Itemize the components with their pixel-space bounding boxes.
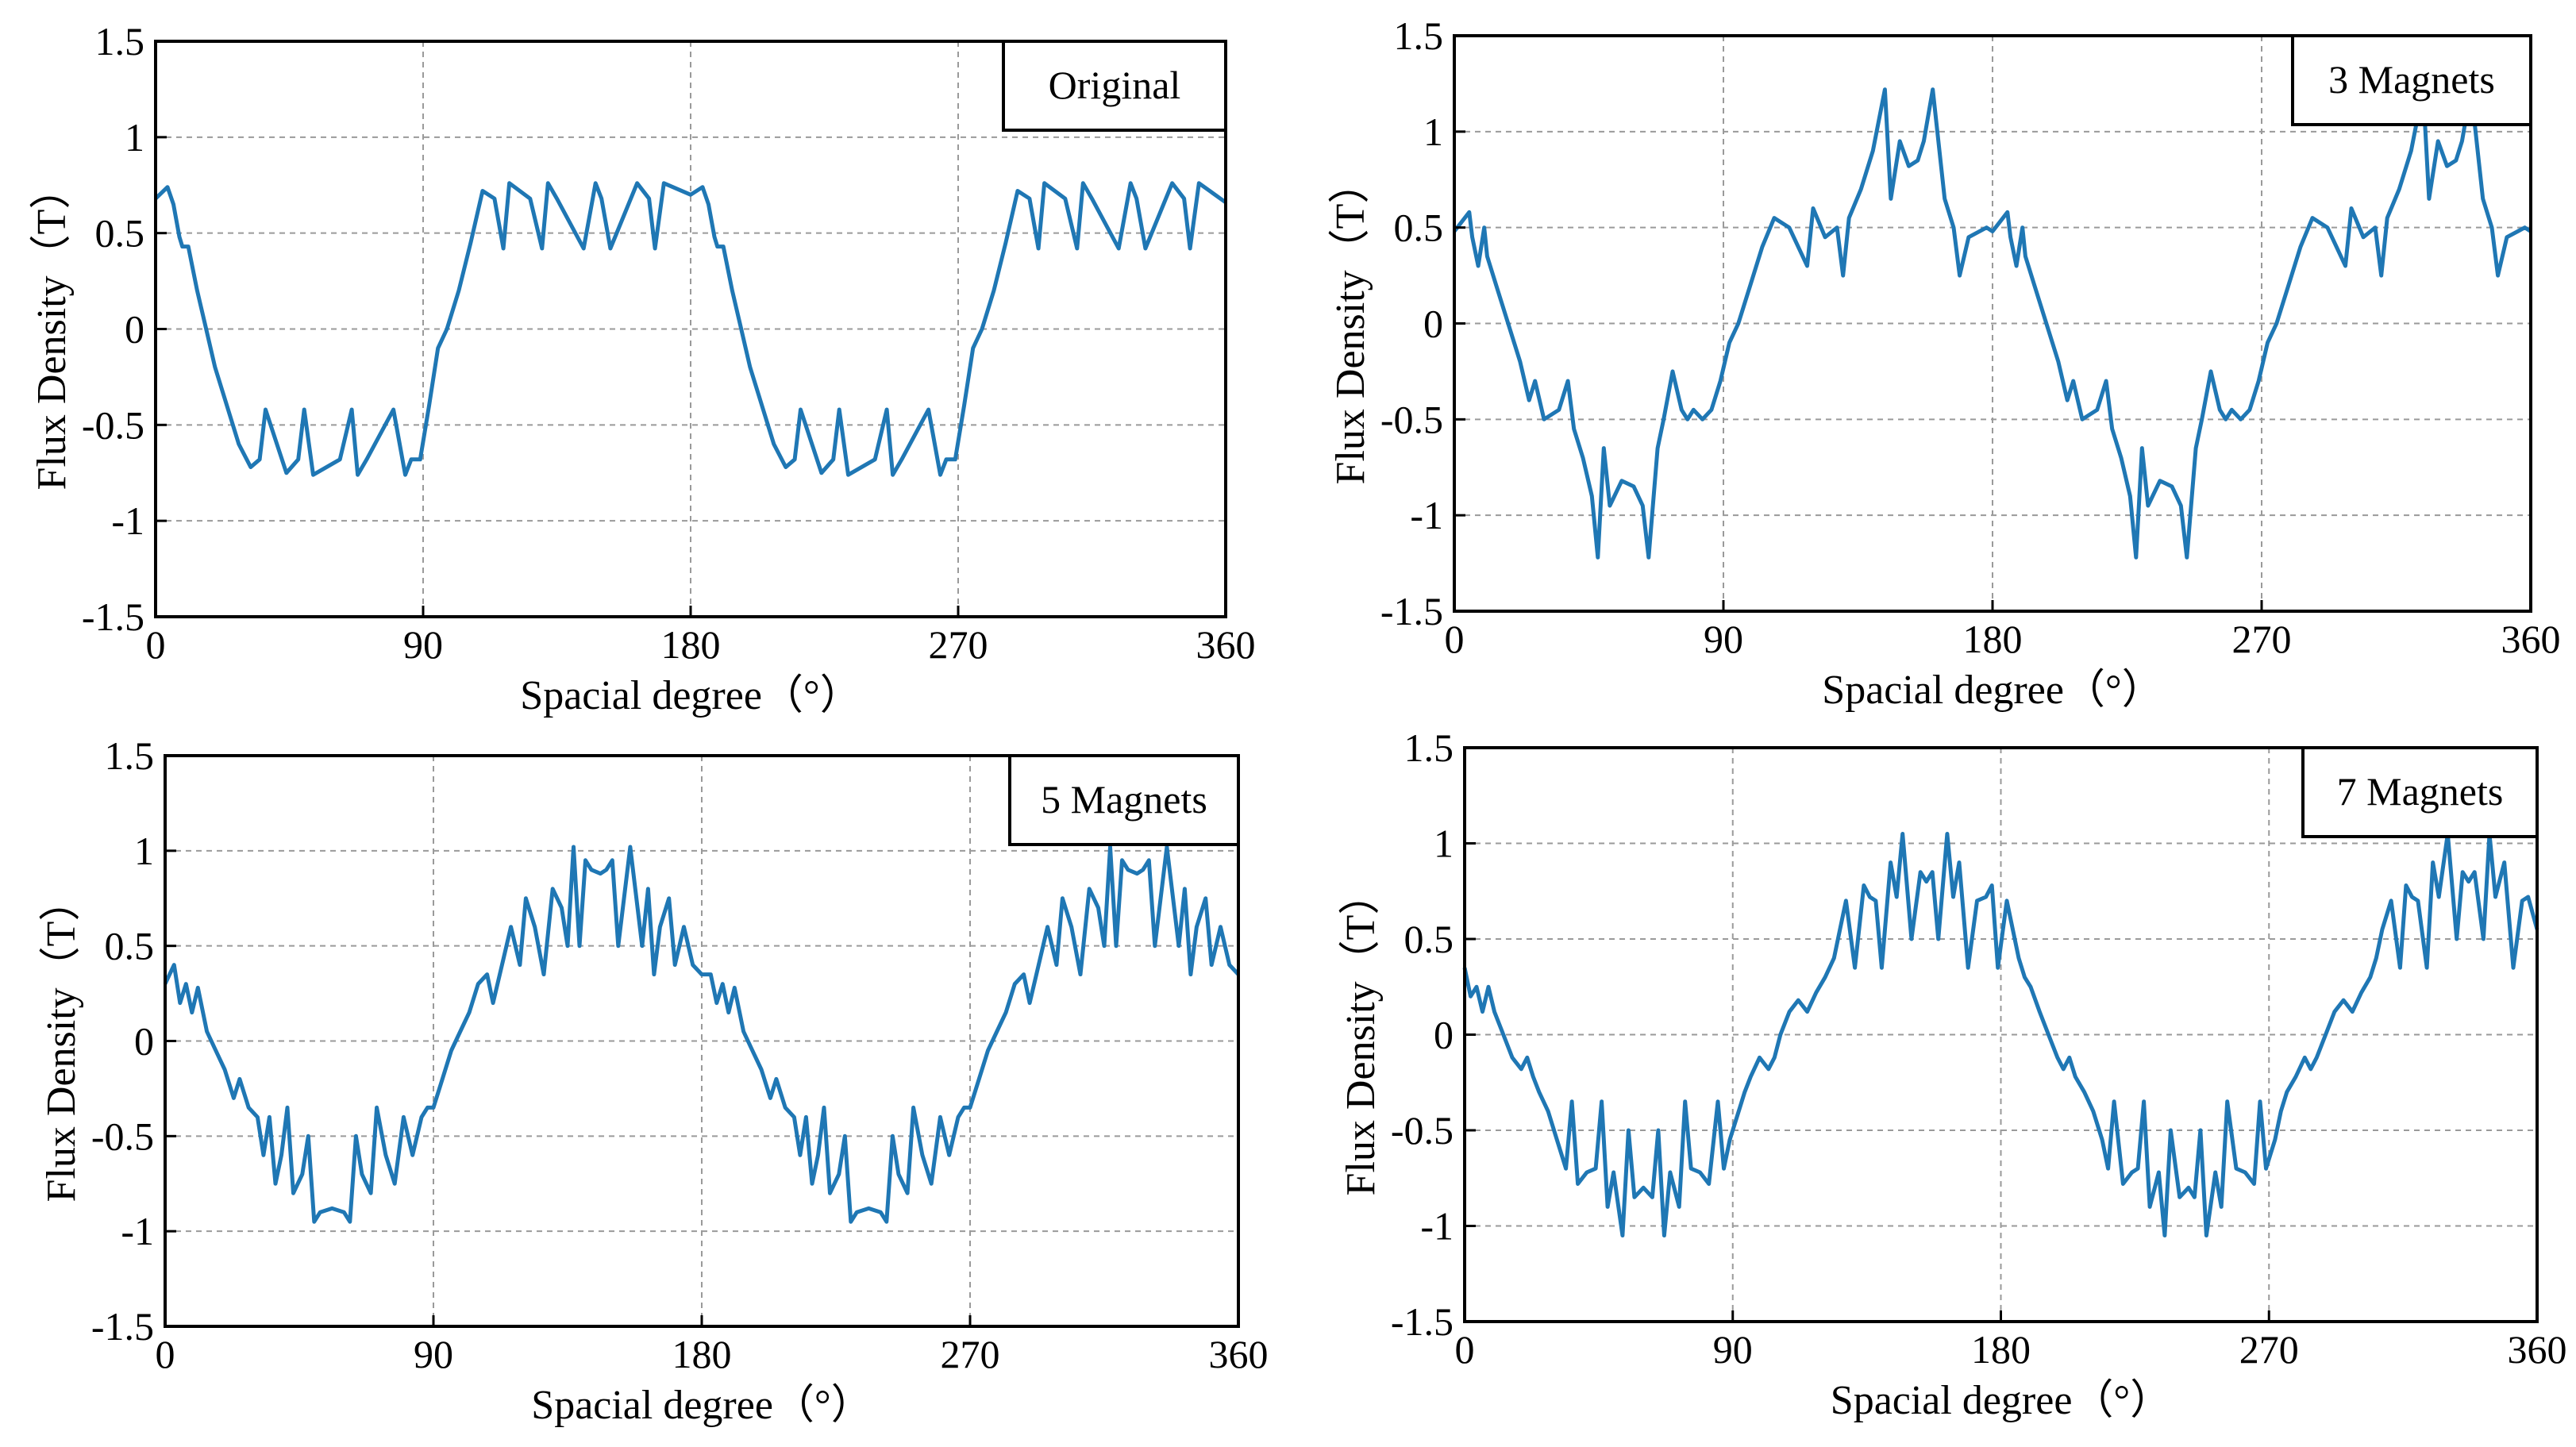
- legend-box: [2291, 34, 2532, 126]
- y-tick-label: -0.5: [82, 402, 144, 447]
- x-tick-label: 360: [2508, 1327, 2567, 1372]
- x-tick-label: 360: [1209, 1332, 1269, 1376]
- chart-panel-4: 0 90 180 270 360 -1.5 -1 -0.5 0 0.5 1 1.5 Spacial de…: [1338, 725, 2567, 1423]
- y-tick-label: -1: [1410, 493, 1443, 537]
- y-tick-label: -0.5: [1391, 1108, 1454, 1153]
- legend-label: 7 Magnets: [2337, 769, 2504, 814]
- y-tick-label: 1: [134, 829, 154, 873]
- y-tick-label: 1.5: [1394, 13, 1444, 58]
- y-tick-label: -1: [1420, 1204, 1454, 1249]
- chart-panel-3: 0 90 180 270 360 -1.5 -1 -0.5 0 0.5 1 1.5 Spacial de…: [39, 733, 1269, 1428]
- legend-label: 3 Magnets: [2328, 57, 2495, 102]
- y-tick-label: 0.5: [1394, 206, 1444, 250]
- y-axis-label: Flux Density（T）: [1338, 874, 1384, 1196]
- x-tick-label: 270: [2239, 1327, 2299, 1372]
- x-axis-label: Spacial degree（°）: [531, 1383, 872, 1428]
- x-tick-label: 180: [1963, 617, 2023, 661]
- legend-box: [2301, 746, 2539, 838]
- x-tick-label: 0: [146, 622, 166, 667]
- flux-density-line: [1462, 832, 2539, 1237]
- y-tick-label: -0.5: [1380, 397, 1443, 441]
- y-tick-label: 1.5: [1404, 725, 1454, 770]
- y-tick-label: 1.5: [105, 733, 155, 778]
- x-tick-label: 270: [929, 622, 988, 667]
- y-tick-label: -1: [121, 1209, 154, 1253]
- flux-density-line: [154, 181, 1227, 477]
- y-tick-label: -1.5: [1391, 1299, 1454, 1344]
- chart-panel-2: 0 90 180 270 360 -1.5 -1 -0.5 0 0.5 1 1.5 Spacial de…: [1328, 13, 2561, 713]
- x-tick-label: 270: [941, 1332, 1000, 1376]
- y-axis-label: Flux Density（T）: [39, 880, 84, 1203]
- y-tick-label: 0: [125, 307, 144, 352]
- y-tick-label: -1.5: [1380, 589, 1443, 633]
- x-tick-label: 180: [1971, 1327, 2031, 1372]
- x-tick-label: 0: [156, 1332, 175, 1376]
- x-tick-label: 180: [661, 622, 721, 667]
- x-tick-label: 90: [1713, 1327, 1753, 1372]
- chart-panel-1: 0 90 180 270 360 -1.5 -1 -0.5 0 0.5 1 1.5 Spacial de…: [29, 19, 1256, 718]
- flux-density-line: [163, 845, 1240, 1224]
- y-tick-label: 0: [1423, 302, 1443, 346]
- y-tick-label: 1: [1434, 822, 1454, 866]
- legend-label: 5 Magnets: [1041, 777, 1207, 822]
- y-tick-label: -1.5: [82, 595, 144, 639]
- legend-box: [1008, 754, 1240, 846]
- x-tick-label: 0: [1445, 617, 1465, 661]
- y-tick-label: -0.5: [91, 1114, 154, 1158]
- y-axis-label: Flux Density（T）: [29, 168, 75, 491]
- y-tick-label: 1: [125, 115, 144, 160]
- x-axis-label: Spacial degree（°）: [1822, 668, 2162, 713]
- legend-box: [1002, 40, 1227, 132]
- legend-label: Original: [1049, 63, 1181, 107]
- flux-density-line: [1453, 87, 2532, 560]
- y-tick-label: 0.5: [105, 924, 155, 968]
- x-tick-label: 90: [414, 1332, 453, 1376]
- x-tick-label: 360: [1196, 622, 1256, 667]
- x-tick-label: 270: [2232, 617, 2292, 661]
- x-tick-label: 90: [1704, 617, 1743, 661]
- x-tick-label: 360: [2501, 617, 2561, 661]
- y-tick-label: -1: [111, 498, 144, 543]
- x-axis-label: Spacial degree（°）: [520, 673, 861, 718]
- y-tick-label: -1.5: [91, 1304, 154, 1349]
- y-tick-label: 0.5: [95, 211, 145, 256]
- x-tick-label: 180: [672, 1332, 732, 1376]
- y-tick-label: 0: [1434, 1013, 1454, 1057]
- x-tick-label: 90: [403, 622, 443, 667]
- y-tick-label: 0: [134, 1019, 154, 1064]
- y-axis-label: Flux Density（T）: [1328, 163, 1373, 485]
- y-tick-label: 1: [1423, 110, 1443, 154]
- y-tick-label: 0.5: [1404, 917, 1454, 961]
- x-tick-label: 0: [1455, 1327, 1475, 1372]
- y-tick-label: 1.5: [95, 19, 145, 63]
- x-axis-label: Spacial degree（°）: [1831, 1378, 2171, 1423]
